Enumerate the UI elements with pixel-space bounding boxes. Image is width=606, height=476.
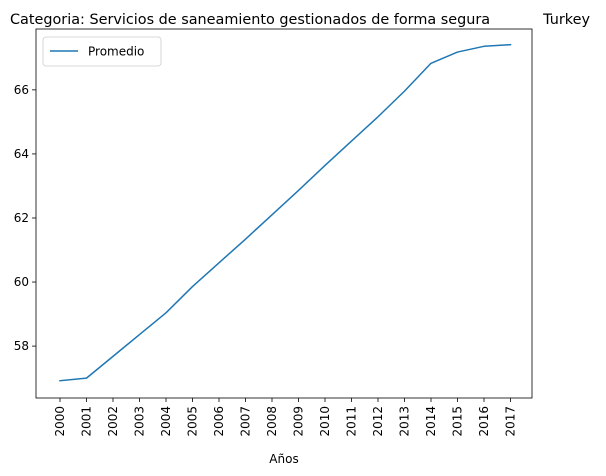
x-tick-label: 2010: [318, 406, 332, 437]
x-tick-label: 2005: [186, 406, 200, 437]
legend: Promedio: [42, 36, 162, 67]
x-tick-label: 2014: [424, 406, 438, 437]
y-tick-label: 58: [14, 339, 29, 353]
legend-series-label: Promedio: [88, 45, 144, 59]
x-tick-label: 2006: [212, 406, 226, 437]
x-tick-label: 2002: [106, 406, 120, 437]
series-line-promedio: [59, 43, 512, 382]
x-tick-label: 2001: [80, 406, 94, 437]
x-tick-label: 2015: [451, 406, 465, 437]
x-tick-label: 2009: [292, 406, 306, 437]
x-tick-label: 2007: [239, 406, 253, 437]
chart-title: Categoria: Servicios de saneamiento gest…: [10, 12, 490, 28]
y-tick-label: 60: [14, 275, 29, 289]
y-tick-label: 66: [14, 83, 29, 97]
x-axis-label: Años: [269, 452, 298, 466]
x-tick-label: 2004: [159, 406, 173, 437]
x-tick-label: 2017: [504, 406, 518, 437]
legend-box: [42, 36, 162, 67]
x-tick-label: 2008: [265, 406, 279, 437]
x-tick-label: 2011: [345, 406, 359, 437]
plot-area: 2000 2001 2002 2003 2004 2005 2006 2007 2008 2009…: [14, 43, 518, 437]
x-tick-label: 2016: [477, 406, 491, 437]
x-tick-label: 2003: [133, 406, 147, 437]
chart-title-country: Turkey: [542, 12, 590, 28]
plot-frame: [35, 28, 533, 399]
y-tick-label: 64: [14, 147, 29, 161]
x-tick-label: 2000: [53, 406, 67, 437]
x-tick-label: 2013: [398, 406, 412, 437]
x-tick-label: 2012: [371, 406, 385, 437]
y-tick-label: 62: [14, 211, 29, 225]
